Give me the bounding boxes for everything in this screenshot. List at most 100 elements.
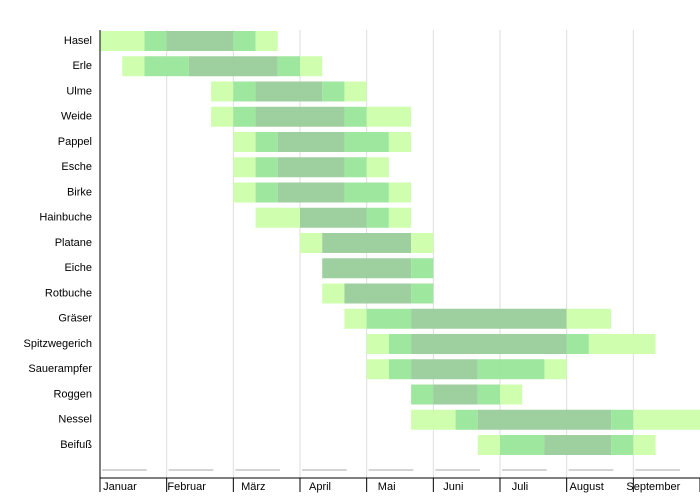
pollen-segment — [477, 384, 500, 405]
row-label: Hasel — [64, 35, 92, 47]
pollen-segment — [233, 157, 256, 178]
pollen-segment — [588, 334, 656, 354]
pollen-segment — [344, 81, 367, 102]
month-label: Juni — [443, 481, 463, 493]
pollen-segment — [344, 182, 389, 203]
pollen-segment — [344, 106, 367, 127]
pollen-segment — [455, 409, 478, 430]
pollen-segment — [277, 132, 345, 152]
pollen-segment — [344, 283, 412, 304]
row-label: Weide — [61, 111, 92, 123]
pollen-segment — [411, 409, 456, 430]
pollen-segment — [388, 132, 412, 152]
pollen-segment — [322, 283, 345, 304]
pollen-segment — [611, 435, 634, 455]
pollen-segment — [411, 283, 434, 304]
pollen-segment — [255, 182, 278, 203]
pollen-segment — [500, 384, 523, 405]
pollen-segment — [388, 182, 412, 203]
pollen-segment — [255, 31, 278, 51]
pollen-segment — [233, 106, 256, 127]
pollen-segment — [122, 56, 145, 77]
pollen-segment — [566, 334, 589, 354]
pollen-segment — [366, 359, 389, 380]
pollen-segment — [411, 359, 478, 380]
pollen-segment — [411, 233, 434, 253]
pollen-segment — [411, 334, 567, 354]
pollen-segment — [388, 334, 412, 354]
pollen-segment — [544, 435, 612, 455]
pollen-segment — [566, 308, 612, 329]
pollen-segment — [277, 157, 345, 178]
pollen-segment — [233, 81, 256, 102]
pollen-segment — [433, 384, 478, 405]
row-label: Hainbuche — [39, 212, 92, 224]
pollen-segment — [411, 384, 434, 405]
pollen-segment — [366, 106, 412, 127]
month-label: März — [241, 481, 265, 493]
pollen-segment — [344, 157, 367, 178]
row-label: Roggen — [53, 388, 92, 400]
row-label: Gräser — [58, 313, 92, 325]
row-label: Ulme — [66, 85, 92, 97]
pollen-segment — [366, 334, 389, 354]
pollen-segment — [255, 106, 345, 127]
row-label: Erle — [72, 60, 92, 72]
pollen-segment — [233, 31, 256, 51]
pollen-segment — [388, 207, 412, 228]
pollen-segment — [344, 132, 389, 152]
pollen-segment — [366, 207, 389, 228]
pollen-segment — [477, 435, 500, 455]
pollen-segment — [633, 409, 700, 430]
pollen-segment — [300, 56, 323, 77]
pollen-segment — [211, 81, 234, 102]
month-label: August — [570, 481, 604, 493]
month-label: April — [309, 481, 331, 493]
row-label: Sauerampfer — [28, 363, 92, 375]
pollen-segment — [300, 233, 323, 253]
pollen-segment — [255, 132, 278, 152]
pollen-segment — [366, 157, 389, 178]
month-label: September — [626, 481, 680, 493]
pollen-segment — [255, 81, 323, 102]
pollen-segment — [300, 207, 367, 228]
pollen-segment — [277, 56, 300, 77]
row-label: Platane — [55, 237, 92, 249]
pollen-segment — [366, 308, 412, 329]
pollen-segment — [188, 56, 278, 77]
pollen-segment — [233, 182, 256, 203]
pollen-segment — [344, 308, 367, 329]
pollen-segment — [544, 359, 567, 380]
pollen-segment — [166, 31, 234, 51]
pollen-segment — [322, 233, 412, 253]
row-label: Esche — [61, 161, 92, 173]
pollen-segment — [277, 182, 345, 203]
pollen-segment — [411, 308, 567, 329]
pollen-segment — [211, 106, 234, 127]
month-label: Juli — [512, 481, 529, 493]
pollen-segment — [388, 359, 412, 380]
pollen-segment — [255, 157, 278, 178]
pollen-segment — [477, 359, 545, 380]
row-label: Rotbuche — [45, 287, 92, 299]
month-label: Januar — [103, 481, 137, 493]
row-label: Nessel — [58, 414, 92, 426]
row-label: Spitzwegerich — [24, 338, 92, 350]
row-label: Eiche — [64, 262, 92, 274]
pollen-segment — [611, 409, 634, 430]
pollen-segment — [100, 31, 145, 51]
pollen-segment — [255, 207, 300, 228]
pollen-segment — [144, 56, 189, 77]
pollen-segment — [477, 409, 612, 430]
month-label: Mai — [378, 481, 396, 493]
pollen-segment — [233, 132, 256, 152]
pollen-segment — [322, 81, 345, 102]
row-label: Beifuß — [60, 439, 92, 451]
pollen-segment — [322, 258, 412, 279]
pollen-segment — [144, 31, 167, 51]
month-label: Februar — [167, 481, 206, 493]
pollen-segment — [411, 258, 434, 279]
row-label: Pappel — [58, 136, 92, 148]
pollen-segment — [500, 435, 545, 455]
